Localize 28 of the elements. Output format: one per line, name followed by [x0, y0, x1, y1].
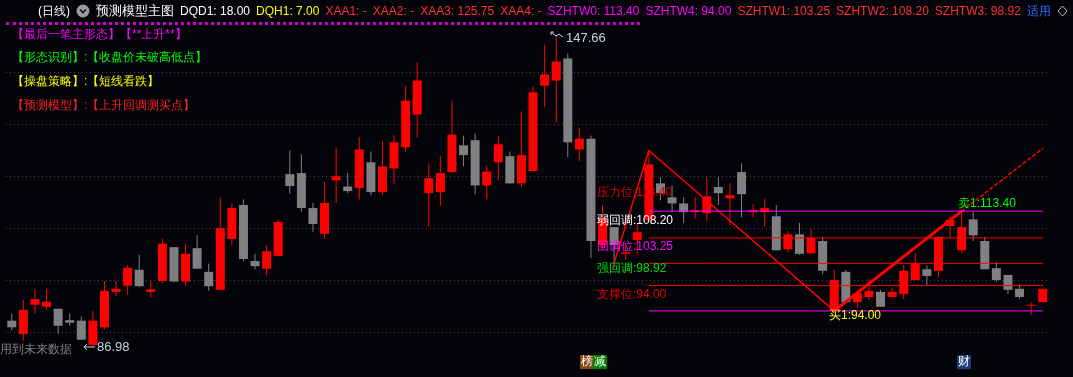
annotation: 【最后一笔主形态】【**上升**】 [12, 27, 187, 42]
text: XAA3: 125.75 [420, 3, 495, 19]
text: 榜 [580, 354, 594, 369]
text: XAA2: - [372, 3, 415, 19]
annotation: 支撑位:94.00 [597, 287, 667, 302]
text: (日线) [38, 3, 70, 19]
text: SZHTW2: 108.20 [836, 3, 929, 19]
text: 适用 [1026, 3, 1051, 19]
annotation: 用到未来数据 [0, 342, 72, 357]
text: SZHTW4: 94.00 [645, 3, 732, 19]
text: SZHTW3: 98.92 [934, 3, 1021, 19]
text: XAA4: - [500, 3, 542, 19]
annotation: 买1:94.00 [829, 307, 882, 323]
text: DQH1: 7.00 [256, 3, 320, 19]
text: 减 [593, 354, 607, 369]
annotation: 147.66 [566, 29, 606, 46]
text: 财 [957, 354, 971, 369]
annotation: 【形态识别】:【收盘价未破高低点】 [12, 50, 208, 65]
annotation: 【预测模型】:【上升回调测买点】 [12, 98, 196, 113]
annotation: 86.98 [97, 338, 130, 355]
annotation: 强回调:98.92 [597, 261, 667, 276]
annotation: 卖1:113.40 [958, 196, 1016, 212]
text: XAA1: - [325, 3, 367, 19]
text: SZHTW1: 103.25 [737, 3, 831, 19]
text: DQD1: 18.00 [180, 3, 251, 19]
text: SZHTW0: 113.40 [547, 3, 640, 19]
annotation: 【操盘策略】:【短线看跌】 [12, 74, 160, 89]
chart-title: 预测模型主图 [96, 3, 174, 19]
